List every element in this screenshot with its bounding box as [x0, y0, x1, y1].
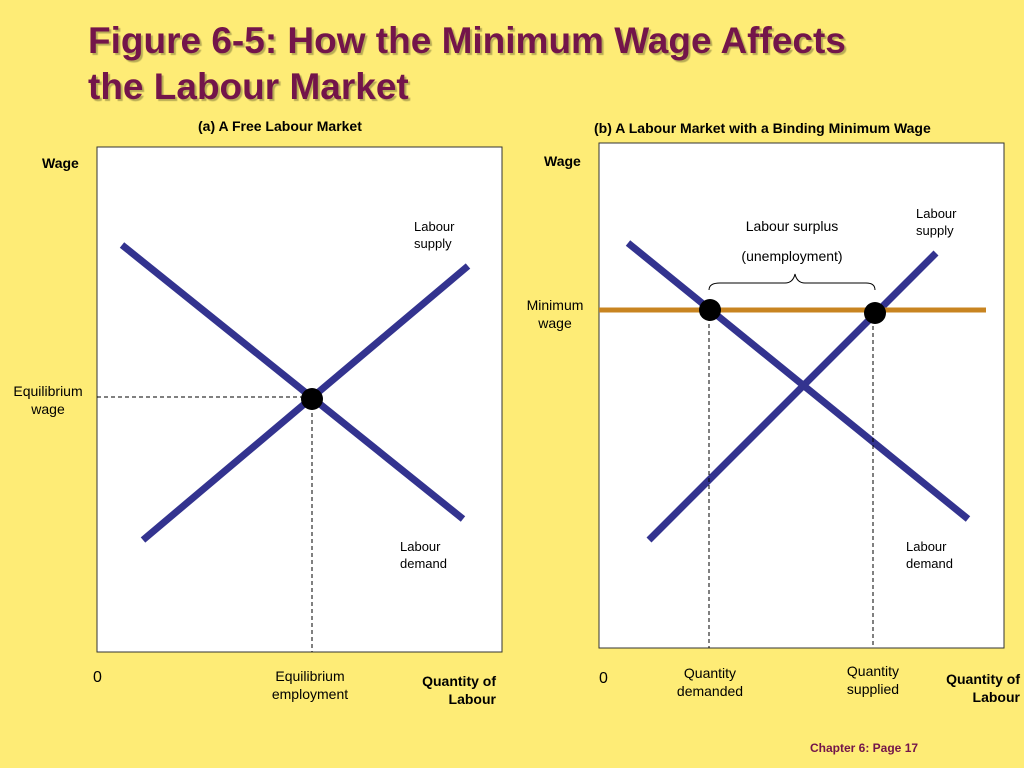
panel-a-equilibrium-wage-line-2: wage: [31, 401, 65, 417]
panel-b-heading: (b) A Labour Market with a Binding Minim…: [594, 120, 931, 136]
panel-a-equilibrium-wage-label: Equilibrium wage: [4, 382, 92, 418]
panel-a-supply-label-line-2: supply: [414, 236, 452, 251]
panel-a-equilibrium-employment-line-2: employment: [271, 686, 349, 702]
panel-b-supply-curve: [646, 250, 939, 543]
panel-b-quantity-demanded-line-2: demanded: [676, 683, 744, 699]
panel-b-minimum-wage-label: Minimum wage: [514, 296, 596, 332]
panel-b-surplus-brace: [708, 273, 876, 291]
panel-b-demand-label: Labour demand: [906, 538, 953, 572]
panel-b-surplus-label: Labour surplus (unemployment): [712, 211, 872, 271]
panel-b-x-axis-line-2: Labour: [972, 689, 1020, 705]
panel-b-y-axis-label: Wage: [544, 153, 581, 169]
panel-a-x-axis-label: Quantity of Labour: [386, 672, 496, 708]
panel-b-quantity-supplied-line-1: Quantity: [846, 663, 900, 679]
panel-b-minimum-wage-line-2: wage: [538, 315, 572, 331]
panel-a-equilibrium-wage-line-1: Equilibrium: [13, 383, 83, 399]
panel-a-demand-curve: [119, 242, 466, 522]
panel-b-minimum-wage-line-1: Minimum: [526, 297, 584, 313]
page-footer: Chapter 6: Page 17: [810, 741, 919, 755]
title-line-2: the Labour Market: [88, 66, 409, 107]
panel-b-surplus-line-2: (unemployment): [741, 248, 843, 264]
panel-a-x-axis-line-2: Labour: [448, 691, 496, 707]
panel-b-quantity-supplied-point: [864, 302, 886, 324]
panel-b-supply-label-line-2: supply: [916, 223, 954, 238]
panel-b-quantity-supplied-label: Quantity supplied: [826, 662, 920, 698]
panel-a-equilibrium-employment-label: Equilibrium employment: [254, 667, 366, 703]
panel-b-x-axis-label: Quantity of Labour: [906, 670, 1020, 706]
panel-b-supply-label-line-1: Labour: [916, 206, 957, 221]
panel-b-supply-label: Labour supply: [916, 205, 956, 239]
panel-b-origin-label: 0: [599, 670, 608, 687]
panel-b-quantity-demanded-point: [699, 299, 721, 321]
panel-b-surplus-line-1: Labour surplus: [745, 218, 839, 234]
panel-a-supply-label-line-1: Labour: [414, 219, 455, 234]
panel-b-demand-label-line-1: Labour: [906, 539, 947, 554]
panel-a-equilibrium-employment-line-1: Equilibrium: [275, 668, 345, 684]
panel-b-frame: [598, 142, 1005, 649]
panel-b-x-axis-line-1: Quantity of: [946, 671, 1020, 687]
panel-b-quantity-demanded-label: Quantity demanded: [660, 664, 760, 700]
title-line-1: Figure 6-5: How the Minimum Wage Affects: [88, 20, 846, 61]
panel-a-demand-label-line-2: demand: [400, 556, 447, 571]
panel-a-equilibrium-point: [301, 388, 323, 410]
panel-b-demand-label-line-2: demand: [906, 556, 953, 571]
panel-a-y-axis-label: Wage: [42, 155, 79, 171]
panel-b-quantity-supplied-line-2: supplied: [846, 681, 900, 697]
panel-a-demand-label: Labour demand: [400, 538, 447, 572]
panel-a-supply-label: Labour supply: [414, 218, 454, 252]
panel-b-quantity-demanded-line-1: Quantity: [683, 665, 737, 681]
panel-a-x-axis-line-1: Quantity of: [422, 673, 496, 689]
panel-a-demand-label-line-1: Labour: [400, 539, 441, 554]
panel-a-origin-label: 0: [93, 669, 102, 686]
panel-a-frame: [96, 146, 503, 653]
slide-title: Figure 6-5: How the Minimum Wage Affects…: [88, 18, 846, 110]
panel-a-heading: (a) A Free Labour Market: [198, 118, 362, 134]
panel-b-demand-curve: [625, 240, 971, 522]
